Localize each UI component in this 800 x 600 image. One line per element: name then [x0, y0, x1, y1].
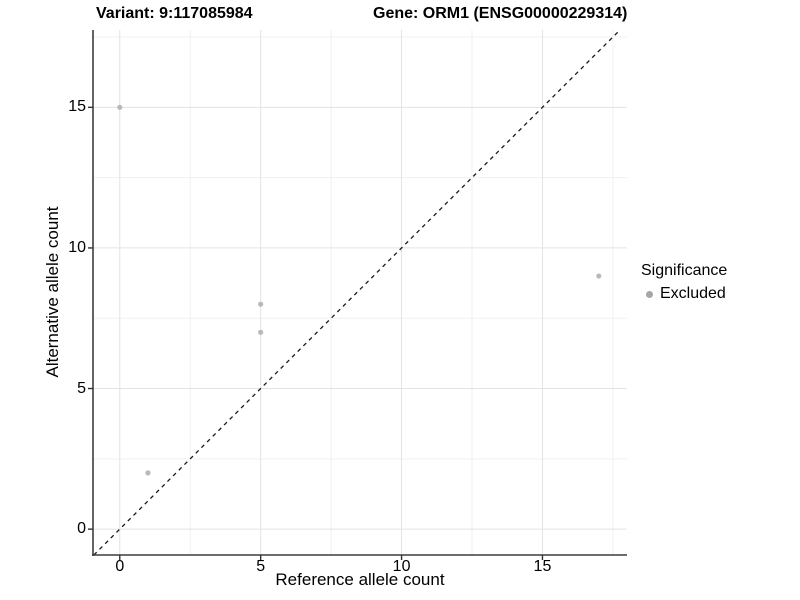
excluded-point-icon [646, 290, 653, 298]
identity-dashed-line [93, 29, 621, 556]
legend-item-excluded: Excluded [641, 285, 727, 303]
x-tick-label: 5 [256, 558, 266, 575]
legend: Significance Excluded [641, 261, 727, 303]
x-axis-title: Reference allele count [275, 570, 445, 589]
legend-title: Significance [641, 262, 728, 279]
scatter-point [596, 273, 602, 279]
y-tick-label: 5 [77, 379, 86, 397]
y-tick-label: 15 [68, 98, 86, 116]
y-tick-label: 0 [77, 520, 86, 538]
scatter-point [145, 470, 151, 476]
x-tick-label: 0 [115, 558, 125, 575]
scatter-point [117, 104, 123, 110]
x-tick-label: 10 [392, 558, 411, 575]
scatter-point [258, 301, 264, 307]
y-tick-label: 10 [68, 238, 86, 256]
scatter-point [258, 329, 264, 335]
legend-item-label: Excluded [660, 285, 726, 302]
x-tick-label: 15 [533, 558, 552, 575]
variant-title: Variant: 9:117085984 [96, 5, 253, 22]
gene-title: Gene: ORM1 (ENSG00000229314) [373, 5, 628, 22]
y-axis-title: Alternative allele count [43, 206, 62, 378]
